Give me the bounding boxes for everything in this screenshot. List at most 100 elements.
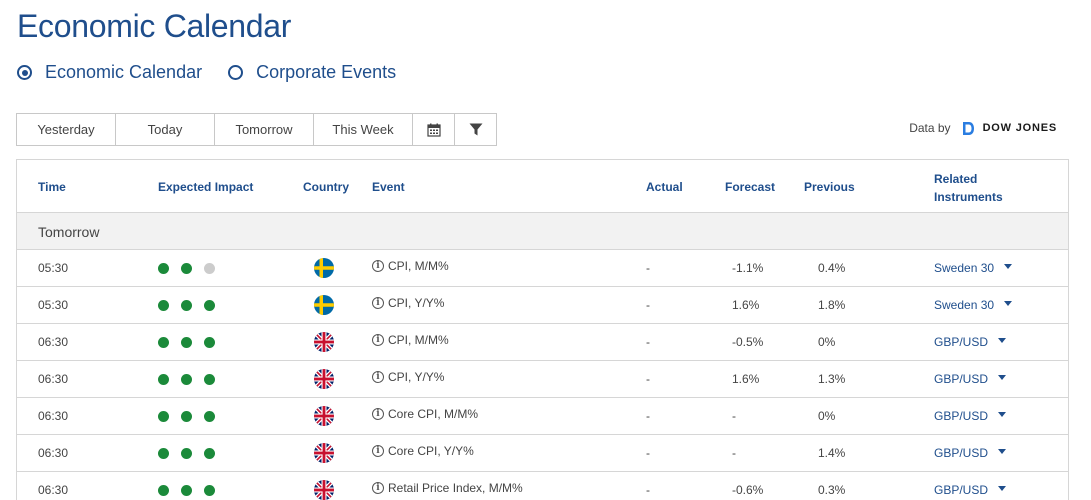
instrument-dropdown[interactable]: Sweden 30 <box>934 298 1013 312</box>
event-cell[interactable]: i Core CPI, Y/Y% <box>372 444 474 458</box>
radio-checked-icon[interactable] <box>17 65 32 80</box>
calendar-table: Time Expected Impact Country Event Actua… <box>16 159 1069 500</box>
impact-dot-icon <box>158 337 169 348</box>
impact-indicator <box>158 374 227 385</box>
time-cell: 05:30 <box>38 261 69 275</box>
table-row: 06:30 i Core CPI, M/M% - - 0% GBP/USD <box>17 398 1068 435</box>
chevron-down-icon <box>998 338 1007 343</box>
data-source: Data by DOW JONES <box>909 121 1057 135</box>
date-toolbar: Yesterday Today Tomorrow This Week <box>16 113 497 146</box>
instrument-dropdown[interactable]: Sweden 30 <box>934 261 1013 275</box>
table-row: 05:30 i CPI, Y/Y% - 1.6% 1.8% Sweden 30 <box>17 287 1068 324</box>
previous-cell: 0.3% <box>818 483 846 497</box>
impact-dot-icon <box>181 337 192 348</box>
header-actual[interactable]: Actual <box>646 180 683 194</box>
event-cell[interactable]: i CPI, Y/Y% <box>372 370 444 384</box>
event-cell[interactable]: i Retail Price Index, M/M% <box>372 481 523 495</box>
event-name: Retail Price Index, M/M% <box>388 481 523 495</box>
sweden-flag-icon <box>314 258 334 278</box>
table-row: 05:30 i CPI, M/M% - -1.1% 0.4% Sweden 30 <box>17 250 1068 287</box>
instrument-label: Sweden 30 <box>934 261 995 275</box>
event-cell[interactable]: i CPI, M/M% <box>372 333 449 347</box>
impact-dot-icon <box>158 300 169 311</box>
event-cell[interactable]: i Core CPI, M/M% <box>372 407 478 421</box>
instrument-label: GBP/USD <box>934 409 989 423</box>
uk-flag-icon <box>314 369 334 389</box>
table-header: Time Expected Impact Country Event Actua… <box>17 160 1068 213</box>
header-country[interactable]: Country <box>303 180 349 194</box>
forecast-cell: -1.1% <box>732 261 764 275</box>
group-label: Tomorrow <box>38 224 100 240</box>
info-icon[interactable]: i <box>372 371 384 383</box>
this-week-button[interactable]: This Week <box>313 113 413 146</box>
event-cell[interactable]: i CPI, Y/Y% <box>372 296 444 310</box>
impact-indicator <box>158 485 227 496</box>
previous-cell: 0.4% <box>818 261 846 275</box>
previous-cell: 1.8% <box>818 298 846 312</box>
instrument-label: GBP/USD <box>934 483 989 497</box>
forecast-cell: -0.6% <box>732 483 764 497</box>
time-cell: 06:30 <box>38 483 69 497</box>
impact-dot-icon <box>181 374 192 385</box>
impact-dot-icon <box>204 411 215 422</box>
event-name: Core CPI, M/M% <box>388 407 479 421</box>
chevron-down-icon <box>998 486 1007 491</box>
instrument-label: GBP/USD <box>934 372 989 386</box>
chevron-down-icon <box>1004 301 1013 306</box>
dow-jones-mark-icon <box>962 121 974 135</box>
radio-unchecked-icon[interactable] <box>228 65 244 80</box>
header-forecast[interactable]: Forecast <box>725 180 776 194</box>
yesterday-button[interactable]: Yesterday <box>16 113 116 146</box>
info-icon[interactable]: i <box>372 334 384 346</box>
impact-dot-icon <box>181 300 192 311</box>
impact-dot-icon <box>181 448 192 459</box>
actual-cell: - <box>646 446 650 460</box>
sweden-flag-icon <box>314 295 334 315</box>
instrument-label: GBP/USD <box>934 446 989 460</box>
info-icon[interactable]: i <box>372 297 384 309</box>
today-button[interactable]: Today <box>115 113 215 146</box>
table-row: 06:30 i CPI, M/M% - -0.5% 0% GBP/USD <box>17 324 1068 361</box>
impact-indicator <box>158 411 227 422</box>
radio-label: Corporate Events <box>256 62 397 82</box>
instrument-dropdown[interactable]: GBP/USD <box>934 409 1007 423</box>
impact-dot-icon <box>181 485 192 496</box>
uk-flag-icon <box>314 406 334 426</box>
uk-flag-icon <box>314 480 334 500</box>
instrument-dropdown[interactable]: GBP/USD <box>934 335 1007 349</box>
impact-dot-icon <box>158 263 169 274</box>
info-icon[interactable]: i <box>372 260 384 272</box>
impact-dot-icon <box>158 374 169 385</box>
instrument-dropdown[interactable]: GBP/USD <box>934 483 1007 497</box>
event-cell[interactable]: i CPI, M/M% <box>372 259 449 273</box>
filter-icon <box>469 123 482 136</box>
header-impact[interactable]: Expected Impact <box>158 180 254 194</box>
actual-cell: - <box>646 261 650 275</box>
info-icon[interactable]: i <box>372 482 384 494</box>
previous-cell: 0% <box>818 335 836 349</box>
impact-dot-icon <box>181 263 192 274</box>
instrument-dropdown[interactable]: GBP/USD <box>934 372 1007 386</box>
table-row: 06:30 i Core CPI, Y/Y% - - 1.4% GBP/USD <box>17 435 1068 472</box>
event-name: CPI, Y/Y% <box>388 370 445 384</box>
table-body: 05:30 i CPI, M/M% - -1.1% 0.4% Sweden 30 05:30 i… <box>17 250 1068 500</box>
header-time[interactable]: Time <box>38 180 66 194</box>
impact-indicator <box>158 263 227 274</box>
chevron-down-icon <box>998 449 1007 454</box>
filter-button[interactable] <box>454 113 497 146</box>
tomorrow-button[interactable]: Tomorrow <box>214 113 314 146</box>
radio-economic-calendar[interactable]: Economic Calendar <box>17 62 202 83</box>
time-cell: 06:30 <box>38 335 69 349</box>
info-icon[interactable]: i <box>372 445 384 457</box>
header-previous[interactable]: Previous <box>804 180 855 194</box>
event-name: Core CPI, Y/Y% <box>388 444 474 458</box>
time-cell: 06:30 <box>38 409 69 423</box>
calendar-button[interactable] <box>412 113 455 146</box>
radio-corporate-events[interactable]: Corporate Events <box>228 62 396 83</box>
instrument-dropdown[interactable]: GBP/USD <box>934 446 1007 460</box>
header-event[interactable]: Event <box>372 180 405 194</box>
impact-indicator <box>158 337 227 348</box>
info-icon[interactable]: i <box>372 408 384 420</box>
calendar-icon <box>426 123 441 137</box>
impact-dot-icon <box>204 337 215 348</box>
